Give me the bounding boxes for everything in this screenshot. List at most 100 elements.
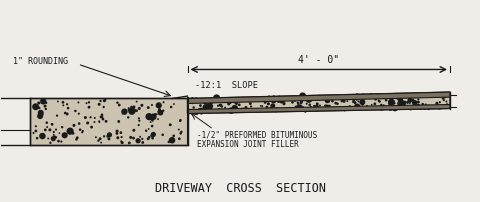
Point [353, 106, 361, 109]
Point [417, 107, 424, 111]
Point [289, 101, 297, 104]
Point [411, 102, 419, 105]
Point [337, 107, 345, 110]
Point [435, 106, 443, 109]
Point [200, 110, 208, 114]
Point [145, 136, 153, 139]
Point [297, 101, 305, 105]
Point [156, 108, 163, 112]
Point [291, 100, 299, 103]
Point [264, 103, 272, 106]
Point [294, 107, 301, 110]
Point [247, 105, 255, 109]
Point [275, 101, 282, 104]
Point [259, 99, 267, 102]
Point [58, 126, 66, 129]
Point [359, 94, 367, 97]
Point [379, 97, 387, 100]
Point [204, 105, 211, 108]
Point [208, 102, 216, 105]
Point [274, 108, 282, 111]
Point [399, 102, 407, 105]
Point [230, 101, 238, 104]
Point [96, 103, 103, 106]
Point [188, 110, 196, 114]
Point [72, 110, 79, 113]
Point [391, 102, 398, 105]
Point [134, 139, 142, 143]
Point [258, 97, 265, 100]
Point [363, 105, 371, 108]
Point [154, 118, 162, 121]
Point [88, 126, 96, 129]
Point [329, 107, 337, 110]
Point [398, 105, 406, 108]
Point [266, 98, 274, 101]
Point [406, 97, 413, 100]
Point [96, 137, 104, 141]
Point [156, 112, 164, 115]
Point [276, 97, 283, 100]
Point [402, 107, 410, 111]
Point [312, 107, 320, 110]
Point [39, 100, 47, 103]
Point [404, 101, 411, 105]
Point [399, 102, 407, 106]
Point [420, 94, 428, 97]
Point [265, 96, 273, 99]
Point [372, 98, 380, 101]
Point [228, 97, 236, 101]
Point [95, 139, 102, 143]
Point [216, 104, 224, 107]
Point [312, 107, 320, 110]
Point [279, 100, 287, 104]
Point [383, 96, 390, 99]
Point [318, 95, 326, 98]
Point [225, 99, 232, 102]
Point [433, 102, 441, 105]
Point [385, 102, 393, 106]
Point [118, 136, 125, 139]
Point [339, 98, 347, 101]
Point [226, 100, 233, 104]
Point [320, 108, 328, 111]
Point [388, 101, 396, 104]
Point [36, 115, 44, 118]
Point [100, 106, 108, 109]
Point [299, 95, 306, 98]
Point [145, 128, 153, 131]
Point [232, 101, 240, 104]
Point [354, 96, 362, 99]
Point [405, 96, 413, 100]
Point [133, 100, 141, 104]
Point [325, 97, 333, 100]
Point [197, 109, 205, 113]
Point [282, 96, 290, 100]
Point [229, 111, 237, 114]
Point [189, 99, 196, 102]
Point [223, 98, 230, 101]
Point [113, 132, 121, 135]
Point [249, 97, 256, 100]
Point [296, 99, 304, 102]
Point [233, 102, 240, 106]
Point [30, 132, 37, 135]
Point [278, 99, 286, 102]
Point [195, 99, 203, 102]
Point [386, 108, 394, 112]
Point [289, 99, 297, 102]
Point [48, 123, 56, 126]
Point [404, 101, 411, 104]
Point [98, 114, 106, 117]
Point [192, 97, 200, 101]
Point [204, 107, 212, 110]
Text: EXPANSION JOINT FILLER: EXPANSION JOINT FILLER [197, 139, 299, 148]
Point [414, 101, 422, 104]
Point [125, 108, 132, 112]
Point [91, 121, 98, 124]
Point [175, 128, 182, 132]
Point [375, 95, 383, 98]
Point [402, 107, 409, 110]
Point [33, 137, 41, 140]
Point [85, 106, 93, 109]
